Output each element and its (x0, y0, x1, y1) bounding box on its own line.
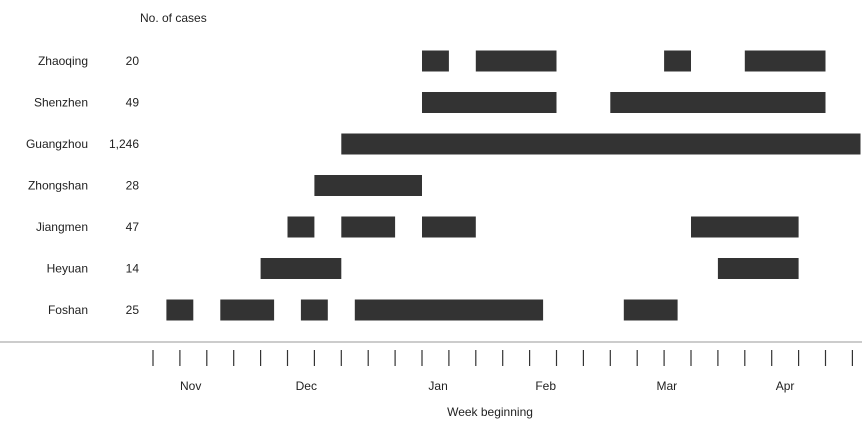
count-header: No. of cases (140, 11, 207, 25)
bar-zhaoqing-3 (664, 50, 691, 72)
x-axis-label: Week beginning (447, 405, 533, 419)
case-count-heyuan: 14 (126, 262, 140, 276)
case-count-foshan: 25 (126, 303, 140, 317)
row-layer: Zhaoqing 20 Shenzhen 49 Guangzhou 1,246 Zhongs… (26, 54, 139, 317)
case-count-zhongshan: 28 (126, 179, 140, 193)
row-label-foshan: Foshan (48, 303, 88, 317)
bar-shenzhen-2 (610, 92, 826, 113)
tick-layer: Nov Dec Jan Feb Mar Apr (152, 350, 854, 393)
month-label-feb: Feb (535, 379, 556, 393)
month-label-jan: Jan (428, 379, 447, 393)
bar-foshan-1 (166, 299, 194, 321)
case-count-shenzhen: 49 (126, 96, 140, 110)
bar-jiangmen-3 (422, 216, 476, 238)
month-label-dec: Dec (296, 379, 317, 393)
bar-jiangmen-2 (341, 216, 396, 238)
month-label-nov: Nov (180, 379, 201, 393)
row-label-guangzhou: Guangzhou (26, 137, 88, 151)
case-count-guangzhou: 1,246 (109, 137, 139, 151)
bar-guangzhou-1 (341, 133, 861, 155)
month-label-mar: Mar (656, 379, 677, 393)
bar-shenzhen-1 (422, 92, 557, 113)
bar-zhaoqing-4 (744, 50, 826, 72)
case-count-jiangmen: 47 (126, 220, 140, 234)
bar-jiangmen-4 (691, 216, 799, 238)
row-label-shenzhen: Shenzhen (34, 96, 88, 110)
month-label-apr: Apr (776, 379, 795, 393)
bar-foshan-4 (354, 299, 544, 321)
bar-zhaoqing-2 (475, 50, 557, 72)
row-label-jiangmen: Jiangmen (36, 220, 88, 234)
bar-zhaoqing-1 (422, 50, 449, 72)
bar-zhongshan-1 (314, 175, 422, 196)
row-label-zhongshan: Zhongshan (28, 179, 88, 193)
row-label-zhaoqing: Zhaoqing (38, 54, 88, 68)
bar-heyuan-1 (260, 258, 342, 279)
bar-foshan-5 (623, 299, 678, 321)
bar-heyuan-2 (717, 258, 799, 279)
bar-foshan-3 (300, 299, 328, 321)
row-label-heyuan: Heyuan (47, 262, 88, 276)
bar-jiangmen-1 (287, 216, 315, 238)
bar-foshan-2 (220, 299, 275, 321)
case-count-zhaoqing: 20 (126, 54, 140, 68)
bar-layer (166, 50, 861, 321)
